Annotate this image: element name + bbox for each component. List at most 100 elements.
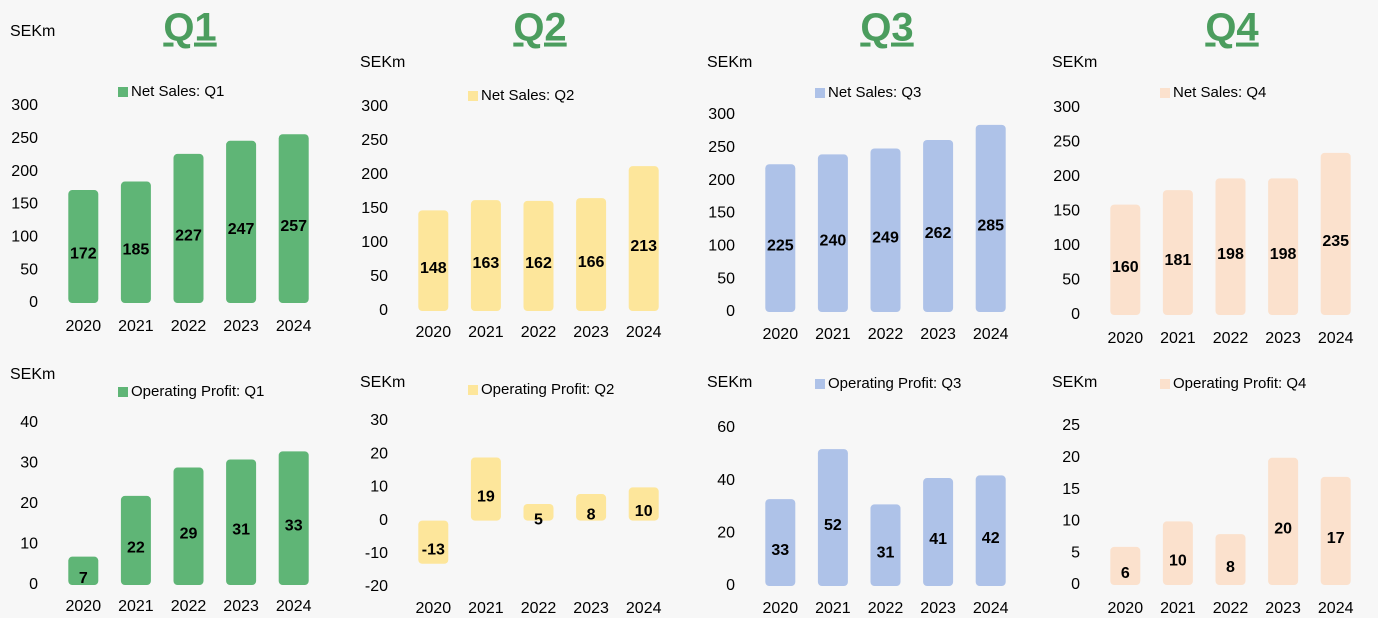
- value-label: 10: [1169, 552, 1187, 569]
- bar: [576, 494, 607, 521]
- x-tick-label: 2020: [416, 600, 452, 617]
- y-tick-label: 10: [1062, 513, 1080, 530]
- y-tick-label: -10: [365, 545, 388, 562]
- y-tick-label: 0: [726, 577, 735, 594]
- unit-label: SEKm: [1052, 374, 1097, 391]
- value-label: 166: [578, 254, 605, 271]
- y-tick-label: 0: [29, 576, 38, 593]
- value-label: 20: [1274, 521, 1292, 538]
- y-tick-label: 200: [1053, 168, 1080, 185]
- legend-label: Net Sales: Q3: [828, 84, 921, 101]
- x-tick-label: 2020: [1108, 330, 1144, 347]
- y-tick-label: 100: [361, 234, 388, 251]
- x-tick-label: 2021: [468, 600, 504, 617]
- y-tick-label: 25: [1062, 417, 1080, 434]
- bar: [765, 499, 796, 586]
- legend-label: Operating Profit: Q1: [131, 383, 264, 400]
- legend-swatch: [815, 88, 825, 98]
- value-label: 257: [280, 218, 307, 235]
- bar: [870, 504, 901, 586]
- value-label: 181: [1165, 252, 1192, 269]
- bar: [1162, 190, 1193, 315]
- bar: [68, 190, 99, 303]
- bar: [68, 556, 99, 585]
- unit-label: SEKm: [707, 374, 752, 391]
- y-tick-label: 150: [1053, 203, 1080, 220]
- x-tick-label: 2023: [1265, 600, 1301, 617]
- value-label: 185: [123, 241, 150, 258]
- x-tick-label: 2023: [223, 318, 259, 335]
- y-tick-label: -20: [365, 578, 388, 595]
- value-label: 160: [1112, 259, 1139, 276]
- y-tick-label: 100: [11, 229, 38, 246]
- legend-label: Net Sales: Q4: [1173, 84, 1266, 101]
- y-tick-label: 250: [11, 130, 38, 147]
- bar: [278, 134, 309, 303]
- value-label: 285: [977, 218, 1004, 235]
- y-tick-label: 50: [370, 268, 388, 285]
- value-label: 42: [982, 530, 1000, 547]
- y-tick-label: 20: [370, 445, 388, 462]
- bar: [975, 124, 1006, 312]
- bar: [1215, 178, 1246, 315]
- legend-label: Operating Profit: Q3: [828, 375, 961, 392]
- unit-label: SEKm: [10, 23, 55, 40]
- y-tick-label: 5: [1071, 544, 1080, 561]
- unit-label: SEKm: [360, 54, 405, 71]
- bar: [1110, 204, 1141, 315]
- bar: [975, 475, 1006, 586]
- y-tick-label: 200: [708, 172, 735, 189]
- x-tick-label: 2024: [1318, 600, 1354, 617]
- value-label: 8: [587, 507, 596, 524]
- x-tick-label: 2021: [118, 318, 154, 335]
- x-tick-label: 2022: [868, 600, 904, 617]
- value-label: 17: [1327, 530, 1345, 547]
- y-tick-label: 150: [708, 205, 735, 222]
- value-label: 31: [232, 521, 250, 538]
- y-tick-label: 300: [708, 106, 735, 123]
- bar: [470, 457, 501, 521]
- bar: [523, 504, 554, 521]
- y-tick-label: 0: [29, 294, 38, 311]
- x-tick-label: 2022: [171, 318, 207, 335]
- x-tick-label: 2023: [920, 600, 956, 617]
- x-tick-label: 2023: [573, 324, 609, 341]
- legend-swatch: [1160, 88, 1170, 98]
- y-tick-label: 50: [717, 270, 735, 287]
- unit-label: SEKm: [1052, 54, 1097, 71]
- bar: [1162, 521, 1193, 585]
- y-tick-label: 250: [361, 132, 388, 149]
- x-tick-label: 2022: [868, 326, 904, 343]
- x-tick-label: 2023: [1265, 330, 1301, 347]
- unit-label: SEKm: [707, 54, 752, 71]
- bar: [628, 166, 659, 311]
- x-tick-label: 2020: [763, 326, 799, 343]
- value-label: 52: [824, 517, 842, 534]
- y-tick-label: 60: [717, 419, 735, 436]
- y-tick-label: 300: [11, 97, 38, 114]
- y-tick-label: 50: [20, 261, 38, 278]
- y-tick-label: 250: [708, 139, 735, 156]
- bar: [173, 467, 204, 585]
- y-tick-label: 0: [1071, 306, 1080, 323]
- bar: [1215, 534, 1246, 585]
- value-label: 172: [70, 246, 97, 263]
- bar: [1268, 457, 1299, 585]
- legend-swatch: [815, 379, 825, 389]
- y-tick-label: 100: [1053, 237, 1080, 254]
- x-tick-label: 2021: [815, 326, 851, 343]
- bar: [470, 200, 501, 311]
- y-tick-label: 300: [1053, 99, 1080, 116]
- y-tick-label: 50: [1062, 272, 1080, 289]
- y-tick-label: 20: [717, 525, 735, 542]
- value-label: 5: [534, 512, 543, 529]
- x-tick-label: 2024: [973, 326, 1009, 343]
- value-label: 31: [877, 544, 895, 561]
- bar: [120, 495, 151, 585]
- value-label: 33: [771, 542, 789, 559]
- y-tick-label: 40: [20, 414, 38, 431]
- value-label: 29: [180, 525, 198, 542]
- value-label: 6: [1121, 565, 1130, 582]
- x-tick-label: 2022: [1213, 600, 1249, 617]
